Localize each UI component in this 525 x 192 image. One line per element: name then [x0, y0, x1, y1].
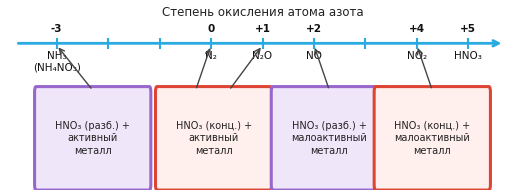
Text: +1: +1: [255, 24, 270, 34]
Text: NO: NO: [306, 51, 322, 61]
Text: 0: 0: [207, 24, 215, 34]
Text: HNO₃ (разб.) +
малоактивный
металл: HNO₃ (разб.) + малоактивный металл: [291, 121, 367, 156]
Text: +4: +4: [409, 24, 425, 34]
Text: +5: +5: [460, 24, 476, 34]
FancyBboxPatch shape: [35, 87, 151, 190]
Text: HNO₃ (конц.) +
малоактивный
металл: HNO₃ (конц.) + малоактивный металл: [394, 121, 470, 156]
Text: N₂: N₂: [205, 51, 217, 61]
FancyBboxPatch shape: [271, 87, 387, 190]
Text: NH₃
(NH₄NO₃): NH₃ (NH₄NO₃): [33, 51, 81, 72]
Text: N₂O: N₂O: [253, 51, 272, 61]
Text: HNO₃: HNO₃: [454, 51, 482, 61]
Text: HNO₃ (разб.) +
активный
металл: HNO₃ (разб.) + активный металл: [55, 121, 130, 156]
Text: -3: -3: [51, 24, 62, 34]
Text: Степень окисления атома азота: Степень окисления атома азота: [162, 6, 363, 19]
FancyBboxPatch shape: [374, 87, 490, 190]
Text: HNO₃ (конц.) +
активный
металл: HNO₃ (конц.) + активный металл: [175, 121, 251, 156]
Text: +2: +2: [306, 24, 322, 34]
Text: NO₂: NO₂: [407, 51, 427, 61]
FancyBboxPatch shape: [155, 87, 272, 190]
